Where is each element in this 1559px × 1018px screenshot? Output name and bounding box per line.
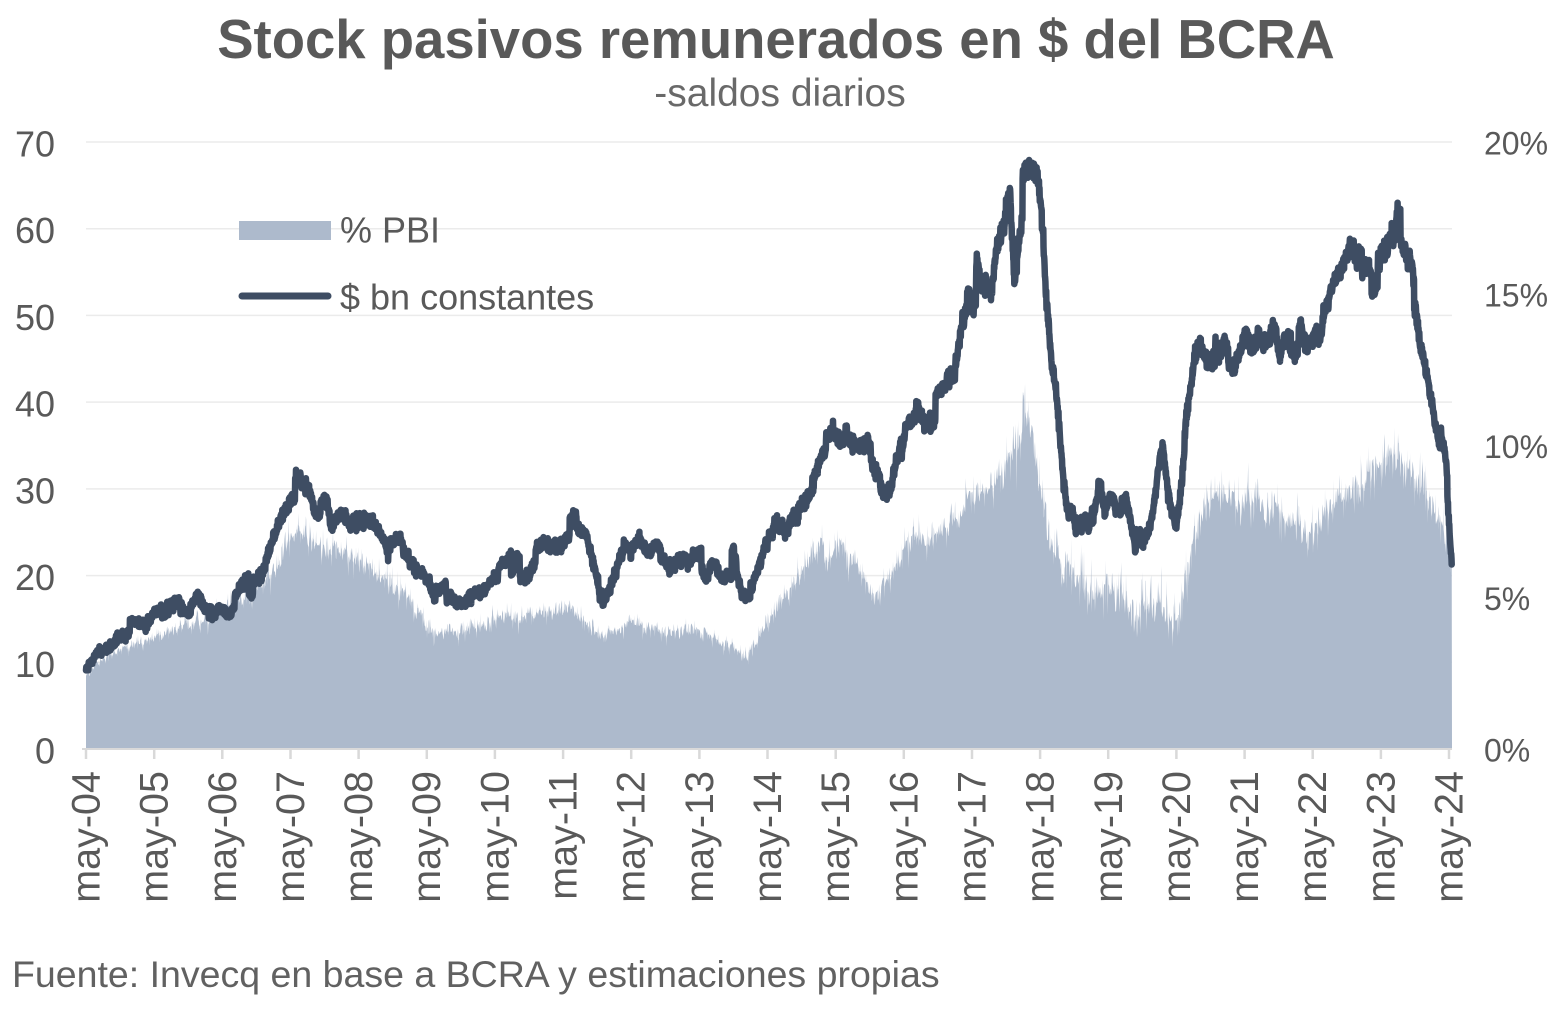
svg-text:may-14: may-14 (746, 771, 790, 903)
svg-text:may-21: may-21 (1223, 771, 1267, 903)
svg-text:may-17: may-17 (951, 771, 995, 903)
svg-text:% PBI: % PBI (340, 210, 440, 251)
svg-text:40: 40 (15, 384, 55, 425)
svg-text:may-09: may-09 (405, 771, 449, 903)
svg-text:may-12: may-12 (610, 771, 654, 903)
svg-text:$ bn constantes: $ bn constantes (340, 277, 594, 318)
svg-text:10: 10 (15, 644, 55, 685)
svg-text:-saldos diarios: -saldos diarios (654, 72, 905, 115)
svg-text:10%: 10% (1484, 429, 1548, 465)
svg-text:50: 50 (15, 297, 55, 338)
svg-text:20%: 20% (1484, 126, 1548, 162)
svg-text:may-10: may-10 (473, 771, 517, 903)
svg-text:0%: 0% (1484, 733, 1530, 769)
svg-text:may-19: may-19 (1087, 771, 1131, 903)
svg-text:may-16: may-16 (882, 771, 926, 903)
svg-text:15%: 15% (1484, 277, 1548, 313)
svg-text:70: 70 (15, 124, 55, 165)
svg-text:Stock pasivos remunerados en $: Stock pasivos remunerados en $ del BCRA (217, 9, 1335, 70)
svg-text:may-04: may-04 (65, 771, 109, 903)
svg-text:may-23: may-23 (1359, 771, 1403, 903)
svg-text:may-05: may-05 (133, 771, 177, 903)
svg-text:5%: 5% (1484, 581, 1530, 617)
svg-text:Fuente: Invecq en base a BCRA: Fuente: Invecq en base a BCRA y estimaci… (12, 953, 940, 995)
svg-text:may-07: may-07 (269, 771, 313, 903)
svg-text:may-15: may-15 (814, 771, 858, 903)
svg-text:may-08: may-08 (337, 771, 381, 903)
svg-text:20: 20 (15, 557, 55, 598)
svg-text:may-24: may-24 (1428, 771, 1472, 903)
svg-text:may-06: may-06 (201, 771, 245, 903)
svg-text:may-20: may-20 (1155, 771, 1199, 903)
svg-text:may-22: may-22 (1291, 771, 1335, 903)
svg-text:60: 60 (15, 210, 55, 251)
svg-text:0: 0 (35, 731, 55, 772)
svg-text:may-11: may-11 (542, 771, 586, 900)
svg-text:may-13: may-13 (678, 771, 722, 903)
svg-text:30: 30 (15, 470, 55, 511)
svg-text:may-18: may-18 (1019, 771, 1063, 903)
